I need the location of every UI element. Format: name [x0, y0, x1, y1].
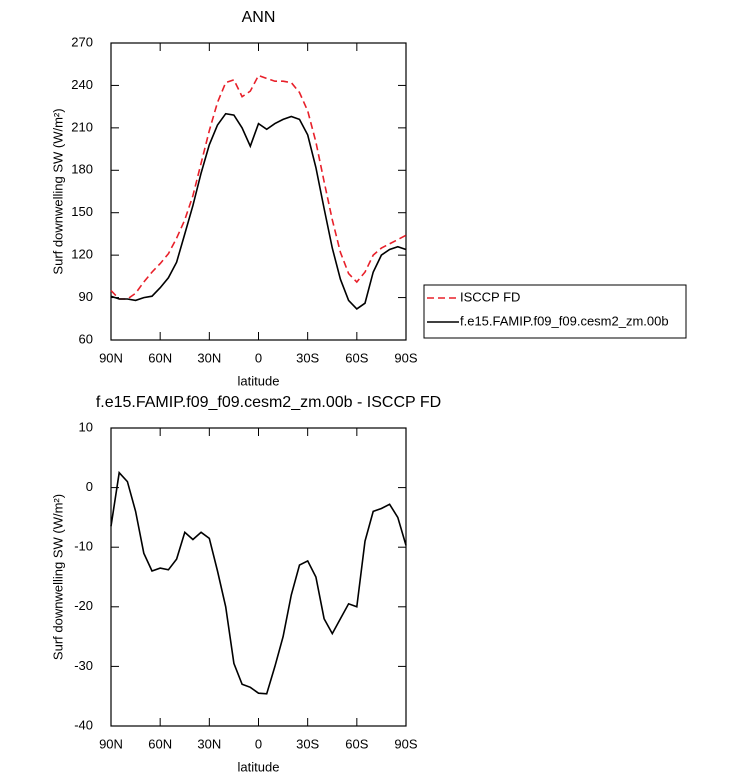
y-tick-label: 0 — [86, 479, 93, 494]
x-tick-label: 90S — [394, 350, 417, 365]
chart-title: f.e15.FAMIP.f09_f09.cesm2_zm.00b - ISCCP… — [96, 394, 441, 411]
x-tick-label: 60S — [345, 736, 368, 751]
series-line — [110, 112, 407, 310]
y-tick-label: -40 — [74, 717, 93, 732]
y-tick-label: 210 — [71, 119, 93, 134]
series-line — [110, 74, 407, 300]
y-tick-label: -30 — [74, 658, 93, 673]
x-axis-label: latitude — [238, 373, 280, 388]
x-tick-label: 30N — [197, 736, 221, 751]
x-tick-label: 90N — [99, 350, 123, 365]
y-axis-label: Surf downwelling SW (W/m²) — [50, 494, 65, 660]
legend-label: ISCCP FD — [460, 289, 520, 304]
data-line — [110, 470, 407, 695]
x-tick-label: 60N — [148, 736, 172, 751]
plot-frame — [110, 427, 407, 727]
y-tick-label: -20 — [74, 598, 93, 613]
legend-label: f.e15.FAMIP.f09_f09.cesm2_zm.00b — [460, 313, 669, 328]
y-tick-label: 150 — [71, 204, 93, 219]
y-tick-label: 60 — [79, 331, 93, 346]
x-tick-label: 0 — [255, 350, 262, 365]
chart-title: ANN — [242, 9, 276, 26]
x-tick-label: 90N — [99, 736, 123, 751]
y-tick-label: 270 — [71, 34, 93, 49]
y-tick-label: 240 — [71, 77, 93, 92]
y-tick-label: 10 — [79, 419, 93, 434]
y-tick-label: -10 — [74, 539, 93, 554]
x-axis-label: latitude — [238, 759, 280, 774]
y-tick-label: 180 — [71, 162, 93, 177]
x-tick-label: 60S — [345, 350, 368, 365]
x-tick-label: 90S — [394, 736, 417, 751]
plot-frame — [110, 42, 407, 341]
y-axis-label: Surf downwelling SW (W/m²) — [50, 108, 65, 274]
y-tick-label: 120 — [71, 247, 93, 262]
legend-box — [423, 284, 687, 339]
x-tick-label: 30S — [296, 350, 319, 365]
x-tick-label: 30N — [197, 350, 221, 365]
y-tick-label: 90 — [79, 289, 93, 304]
x-tick-label: 30S — [296, 736, 319, 751]
x-tick-label: 0 — [255, 736, 262, 751]
x-tick-label: 60N — [148, 350, 172, 365]
